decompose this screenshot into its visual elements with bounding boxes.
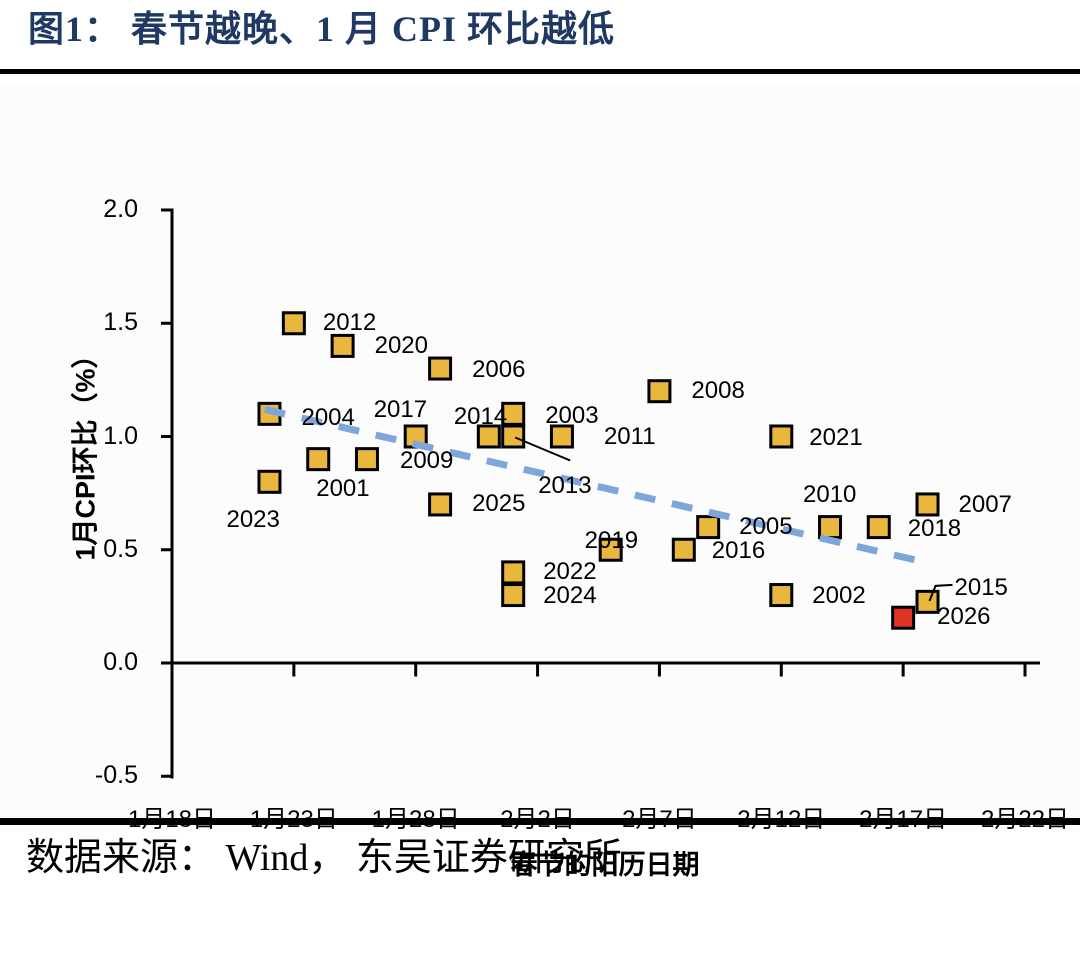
marker-2024 bbox=[501, 583, 526, 608]
marker-2025 bbox=[428, 492, 453, 517]
source-note: 数据来源： Wind， 东吴证券研究所 bbox=[26, 837, 622, 879]
marker-2020 bbox=[330, 333, 355, 358]
scatter-chart bbox=[161, 208, 1040, 779]
marker-2008 bbox=[647, 379, 672, 404]
report-figure-page: 图1： 春节越晚、1 月 CPI 环比越低 1月CPI环比（%） 春节的阳历日期… bbox=[0, 9, 1080, 880]
marker-2005 bbox=[696, 515, 721, 540]
marker-2006 bbox=[428, 356, 453, 381]
marker-2022 bbox=[501, 560, 526, 585]
marker-2011 bbox=[549, 424, 574, 449]
callout-line-2013 bbox=[514, 436, 571, 462]
marker-2010 bbox=[818, 515, 843, 540]
marker-2012 bbox=[281, 311, 306, 336]
marker-2013 bbox=[501, 424, 526, 449]
marker-2019 bbox=[598, 537, 623, 562]
marker-2016 bbox=[671, 537, 696, 562]
marker-2018 bbox=[866, 515, 891, 540]
bottom-rule bbox=[0, 818, 1080, 825]
figure-title: 图1： 春节越晚、1 月 CPI 环比越低 bbox=[28, 9, 615, 49]
callout-line-2015 bbox=[928, 583, 953, 602]
chart-area: 1月CPI环比（%） 春节的阳历日期 2.01.51.00.50.0-0.51月… bbox=[0, 86, 1080, 880]
marker-2023 bbox=[257, 469, 282, 494]
marker-2003 bbox=[501, 401, 526, 426]
marker-2014 bbox=[476, 424, 501, 449]
trend-line bbox=[263, 405, 931, 567]
marker-2021 bbox=[769, 424, 794, 449]
marker-2015 bbox=[915, 589, 940, 614]
marker-2009 bbox=[354, 447, 379, 472]
marker-2002 bbox=[769, 583, 794, 608]
marker-2001 bbox=[306, 447, 331, 472]
marker-2007 bbox=[915, 492, 940, 517]
top-rule bbox=[0, 69, 1080, 74]
marker-2026 bbox=[891, 605, 916, 630]
